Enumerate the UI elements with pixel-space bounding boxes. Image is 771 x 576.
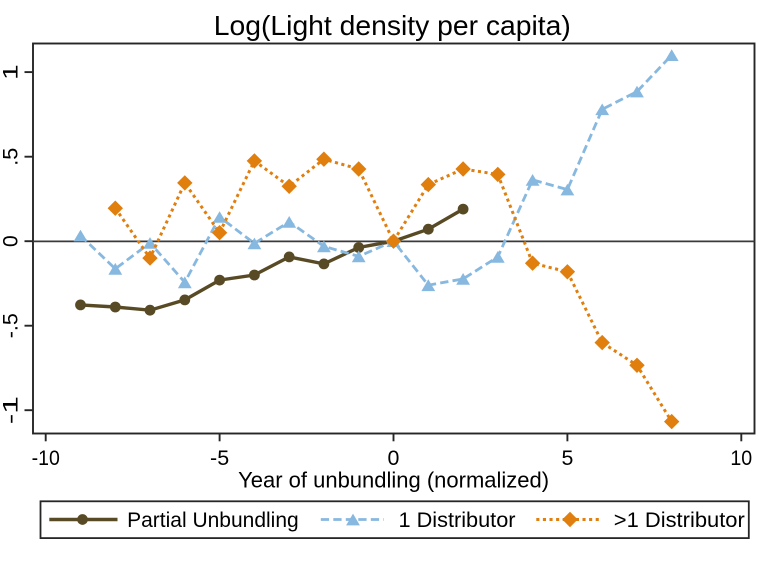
svg-text:Partial Unbundling: Partial Unbundling bbox=[127, 509, 299, 532]
svg-text:Year of unbundling (normalized: Year of unbundling (normalized) bbox=[238, 467, 549, 492]
svg-text:1: 1 bbox=[0, 64, 23, 80]
svg-text:10: 10 bbox=[730, 446, 752, 470]
svg-text:Log(Light density per capita): Log(Light density per capita) bbox=[214, 10, 571, 41]
svg-text:>1 Distributor: >1 Distributor bbox=[614, 509, 745, 532]
svg-text:1 Distributor: 1 Distributor bbox=[399, 509, 516, 532]
svg-text:-5: -5 bbox=[210, 446, 229, 470]
svg-text:0: 0 bbox=[388, 446, 400, 470]
svg-text:5: 5 bbox=[561, 446, 573, 470]
svg-text:.5: .5 bbox=[0, 148, 23, 166]
svg-text:-1: -1 bbox=[0, 396, 23, 424]
svg-text:0: 0 bbox=[0, 235, 23, 247]
svg-text:-.5: -.5 bbox=[0, 313, 23, 338]
svg-text:-10: -10 bbox=[32, 446, 60, 470]
